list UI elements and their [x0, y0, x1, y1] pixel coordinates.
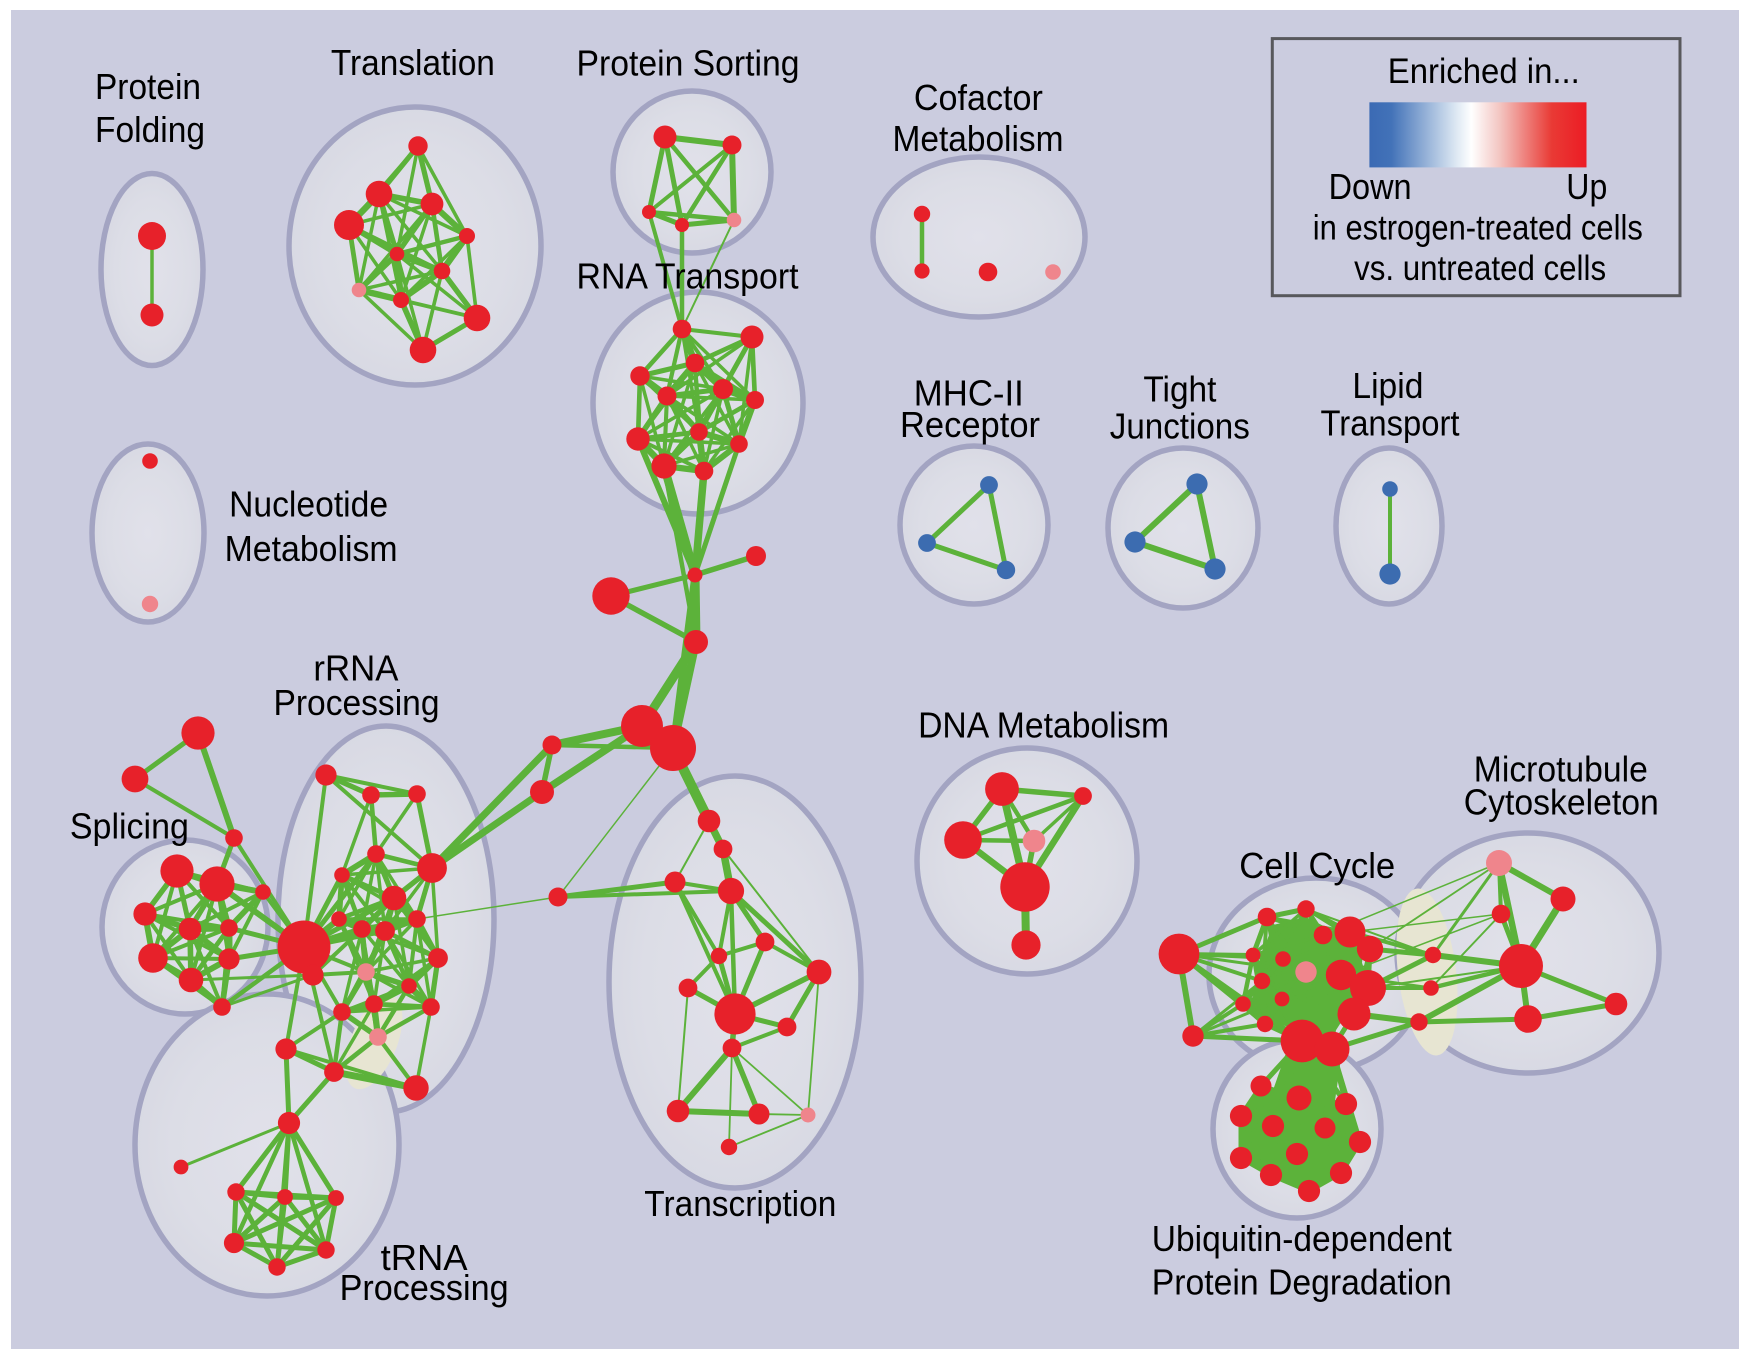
svg-text:Splicing: Splicing	[70, 806, 189, 847]
svg-text:Transport: Transport	[1321, 402, 1460, 443]
svg-text:Lipid: Lipid	[1352, 365, 1423, 406]
svg-text:Junctions: Junctions	[1110, 406, 1250, 447]
svg-text:Cofactor: Cofactor	[914, 77, 1043, 118]
svg-text:RNA Transport: RNA Transport	[577, 255, 799, 296]
svg-text:MHC-II: MHC-II	[914, 373, 1024, 414]
svg-text:Metabolism: Metabolism	[225, 528, 398, 569]
svg-text:Enriched in...: Enriched in...	[1388, 52, 1580, 91]
svg-text:Cytoskeleton: Cytoskeleton	[1464, 782, 1659, 823]
svg-text:rRNA: rRNA	[313, 648, 398, 689]
svg-text:Processing: Processing	[340, 1267, 509, 1308]
svg-text:Cell Cycle: Cell Cycle	[1239, 845, 1395, 886]
svg-text:Protein: Protein	[95, 66, 201, 107]
svg-text:Down: Down	[1329, 166, 1412, 207]
svg-text:Ubiquitin-dependent: Ubiquitin-dependent	[1152, 1218, 1452, 1259]
svg-text:Protein Degradation: Protein Degradation	[1152, 1262, 1452, 1303]
svg-text:tRNA: tRNA	[381, 1237, 468, 1278]
svg-text:Protein Sorting: Protein Sorting	[577, 43, 800, 84]
svg-text:Nucleotide: Nucleotide	[229, 484, 388, 525]
svg-text:Transcription: Transcription	[644, 1183, 836, 1224]
svg-text:Metabolism: Metabolism	[893, 118, 1064, 159]
svg-text:Up: Up	[1566, 166, 1607, 207]
svg-text:vs. untreated cells: vs. untreated cells	[1354, 249, 1606, 288]
svg-text:Translation: Translation	[331, 42, 495, 83]
svg-text:Microtubule: Microtubule	[1474, 748, 1648, 789]
svg-text:Receptor: Receptor	[900, 404, 1040, 445]
svg-text:DNA Metabolism: DNA Metabolism	[918, 705, 1169, 746]
svg-text:Folding: Folding	[95, 109, 205, 150]
svg-text:Processing: Processing	[274, 682, 440, 723]
svg-text:in estrogen-treated cells: in estrogen-treated cells	[1313, 209, 1643, 248]
svg-text:Tight: Tight	[1143, 369, 1216, 410]
